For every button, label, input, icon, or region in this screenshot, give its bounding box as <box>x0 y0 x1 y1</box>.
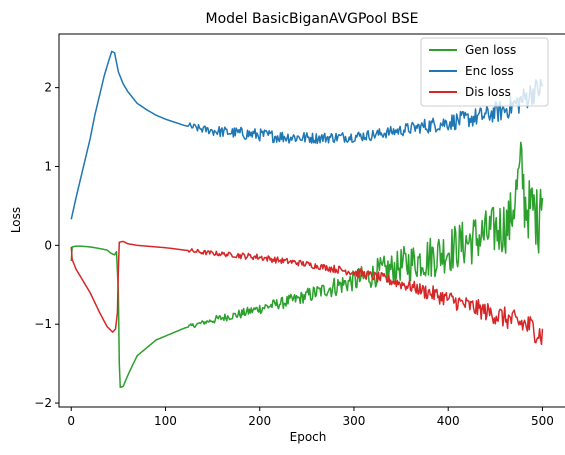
x-tick-label: 200 <box>248 414 271 428</box>
x-tick-label: 400 <box>437 414 460 428</box>
legend-entry: Dis loss <box>465 85 511 99</box>
series-line-gen-loss <box>70 141 544 389</box>
y-tick-label: −1 <box>34 317 52 331</box>
plot-frame <box>58 33 565 408</box>
legend-box <box>420 37 549 107</box>
legend: Gen loss Enc loss Dis loss <box>420 37 549 107</box>
legend-entry: Gen loss <box>465 43 516 57</box>
x-tick-label: 0 <box>67 414 75 428</box>
legend-entry: Enc loss <box>465 64 514 78</box>
chart-title: Model BasicBiganAVGPool BSE <box>206 11 419 27</box>
y-tick-label: 0 <box>44 238 52 252</box>
y-tick-label: −2 <box>34 396 52 410</box>
x-tick-label: 300 <box>343 414 366 428</box>
y-tick-label: 2 <box>44 81 52 95</box>
y-axis-title: Loss <box>9 207 23 233</box>
x-axis-title: Epoch <box>290 430 327 444</box>
x-tick-label: 500 <box>531 414 554 428</box>
y-tick-label: 1 <box>44 159 52 173</box>
x-axis: 0 100 200 300 400 500 <box>67 407 554 428</box>
series-line-enc-loss <box>70 50 544 220</box>
series-line-dis-loss <box>70 240 544 346</box>
x-tick-label: 100 <box>154 414 177 428</box>
y-axis: −2 −1 0 1 2 <box>34 81 59 410</box>
